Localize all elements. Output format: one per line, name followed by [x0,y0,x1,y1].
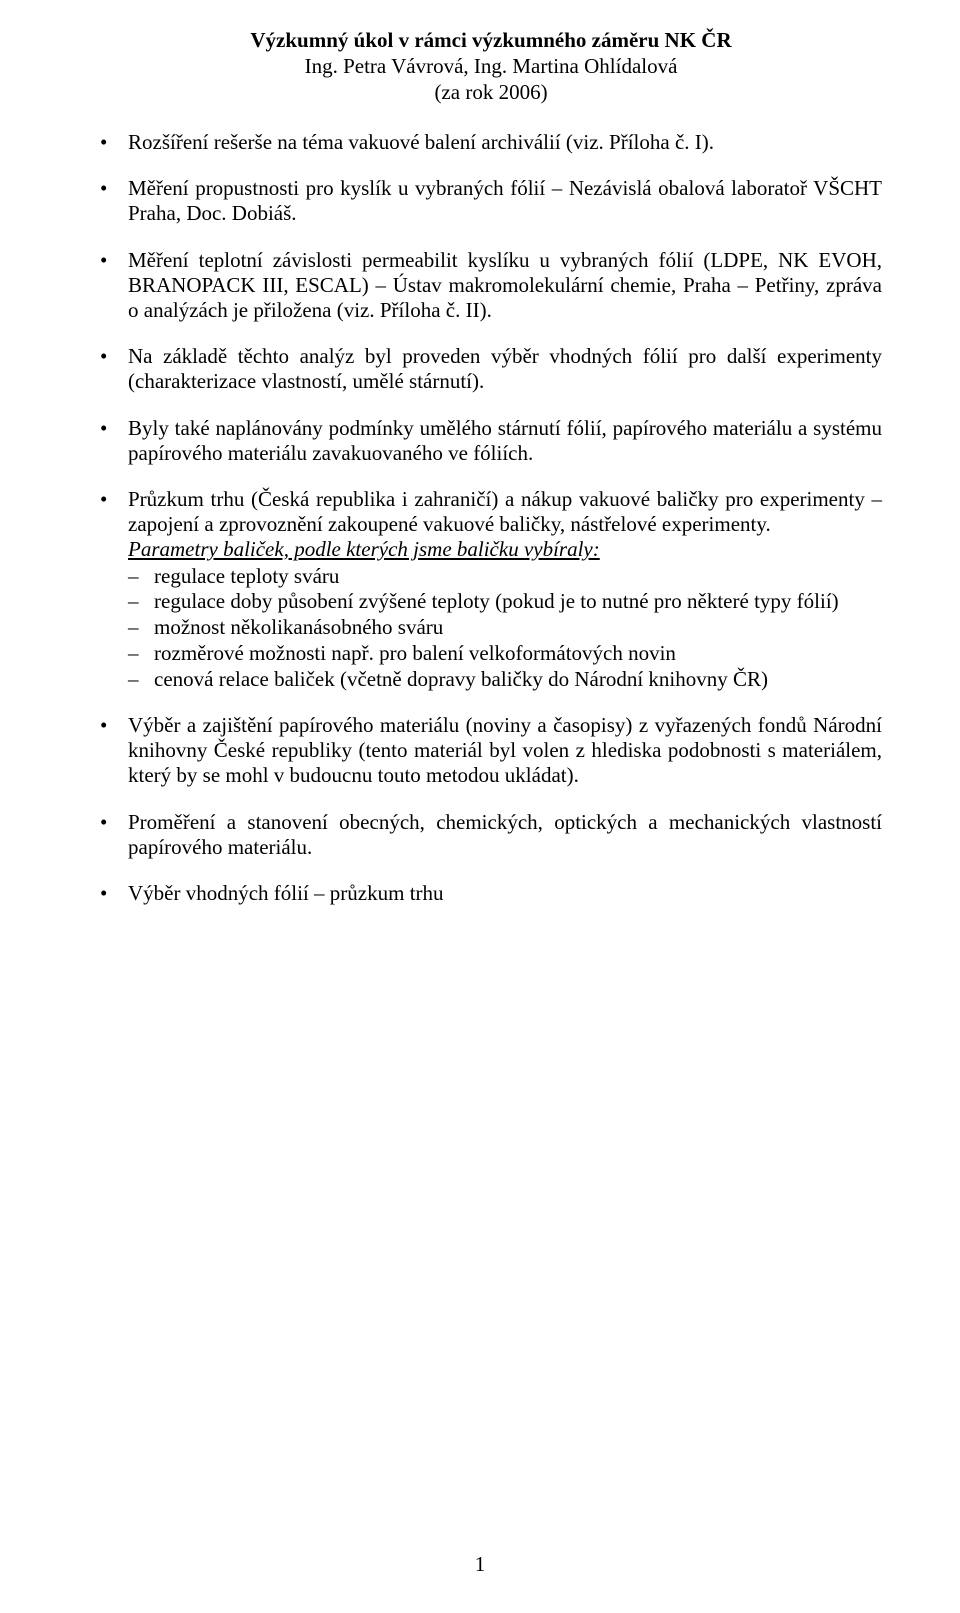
bullet-text: Výběr a zajištění papírového materiálu (… [128,713,882,787]
bullet-item: Průzkum trhu (Česká republika i zahranič… [100,487,882,691]
dash-item: cenová relace baliček (včetně dopravy ba… [128,667,882,692]
bullet-item: Výběr a zajištění papírového materiálu (… [100,713,882,787]
dash-item: regulace doby působení zvýšené teploty (… [128,589,882,614]
bullet-item: Byly také naplánovány podmínky umělého s… [100,416,882,466]
bullet-text: Proměření a stanovení obecných, chemický… [128,810,882,859]
document-page: Výzkumný úkol v rámci výzkumného záměru … [0,0,960,1613]
bullet-item: Výběr vhodných fólií – průzkum trhu [100,881,882,906]
page-number: 1 [0,1552,960,1577]
dash-list: regulace teploty sváru regulace doby půs… [128,564,882,692]
bullet-text: Byly také naplánovány podmínky umělého s… [128,416,882,465]
bullet-item: Měření teplotní závislosti permeabilit k… [100,248,882,322]
bullet-text: Průzkum trhu (Česká republika i zahranič… [128,487,882,536]
bullet-item: Proměření a stanovení obecných, chemický… [100,810,882,860]
bullet-item: Měření propustnosti pro kyslík u vybraný… [100,176,882,226]
bullet-text: Výběr vhodných fólií – průzkum trhu [128,881,444,905]
document-author-line: Ing. Petra Vávrová, Ing. Martina Ohlídal… [100,53,882,79]
params-title: Parametry baliček, podle kterých jsme ba… [128,537,882,562]
bullet-text: Rozšíření rešerše na téma vakuové balení… [128,130,714,154]
bullet-text: Na základě těchto analýz byl proveden vý… [128,344,882,393]
document-title: Výzkumný úkol v rámci výzkumného záměru … [100,28,882,53]
document-year-line: (za rok 2006) [100,79,882,105]
bullet-item: Rozšíření rešerše na téma vakuové balení… [100,130,882,155]
dash-item: rozměrové možnosti např. pro balení velk… [128,641,882,666]
bullet-text: Měření teplotní závislosti permeabilit k… [128,248,882,322]
dash-item: možnost několikanásobného sváru [128,615,882,640]
bullet-text: Měření propustnosti pro kyslík u vybraný… [128,176,882,225]
bullet-item: Na základě těchto analýz byl proveden vý… [100,344,882,394]
bullet-list: Rozšíření rešerše na téma vakuové balení… [100,130,882,906]
dash-item: regulace teploty sváru [128,564,882,589]
